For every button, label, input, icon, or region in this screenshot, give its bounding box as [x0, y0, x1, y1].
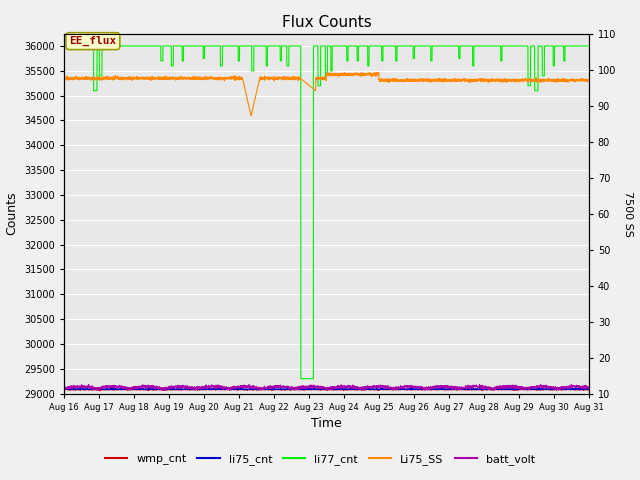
Y-axis label: Counts: Counts	[6, 192, 19, 235]
Y-axis label: 7500 SS: 7500 SS	[623, 191, 633, 237]
Legend: wmp_cnt, li75_cnt, li77_cnt, Li75_SS, batt_volt: wmp_cnt, li75_cnt, li77_cnt, Li75_SS, ba…	[100, 450, 540, 469]
Text: EE_flux: EE_flux	[69, 36, 116, 46]
Title: Flux Counts: Flux Counts	[282, 15, 371, 30]
X-axis label: Time: Time	[311, 417, 342, 430]
